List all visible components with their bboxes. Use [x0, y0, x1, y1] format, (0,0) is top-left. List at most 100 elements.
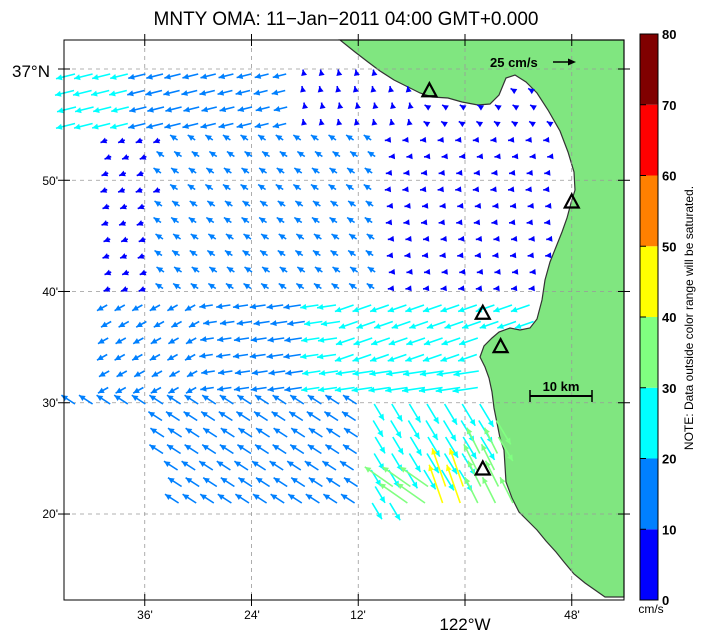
station-station-e-marker: [473, 459, 492, 476]
current-vector-head: [185, 387, 193, 394]
current-vector-head: [424, 268, 431, 275]
current-vector-head: [119, 220, 126, 226]
current-vector-head: [111, 107, 118, 113]
current-vector-head: [119, 170, 126, 177]
current-vector-head: [296, 283, 303, 290]
current-vector-head: [167, 354, 175, 361]
current-vector-head: [57, 107, 64, 114]
current-vector-head: [132, 354, 139, 361]
scale-bar-label: 10 km: [543, 379, 580, 394]
current-vector: [428, 464, 444, 504]
current-vector-head: [459, 104, 467, 111]
current-vector-head: [510, 202, 517, 209]
current-vector-head: [441, 268, 448, 275]
current-vector-head: [297, 151, 304, 158]
current-vector-head: [262, 267, 269, 273]
current-vector-head: [505, 437, 511, 445]
current-vector-head: [353, 339, 361, 346]
current-vector-head: [241, 217, 249, 224]
current-vector-head: [191, 151, 199, 158]
current-vector-head: [249, 303, 257, 310]
colorbar-band: [640, 34, 658, 105]
current-vector-head: [200, 385, 207, 392]
current-vector-head: [336, 69, 343, 77]
current-vector-head: [388, 86, 395, 93]
current-vector-head: [389, 119, 396, 126]
current-vector-head: [370, 356, 377, 362]
current-vector-head: [110, 74, 117, 80]
current-vector-head: [385, 219, 393, 226]
current-vector-head: [103, 286, 111, 292]
current-vector-head: [435, 387, 443, 394]
current-vector-head: [223, 168, 231, 174]
current-vector-head: [346, 135, 353, 141]
current-vector-head: [474, 202, 482, 209]
current-vector-head: [455, 136, 462, 143]
current-vector-head: [543, 136, 550, 143]
current-vector-head: [149, 354, 157, 361]
current-vector-head: [184, 395, 192, 401]
current-vector-head: [332, 267, 340, 273]
current-vector-head: [543, 186, 550, 193]
current-vector-head: [218, 369, 225, 376]
current-vector-head: [452, 451, 459, 458]
current-vector-head: [271, 89, 279, 96]
current-vector-head: [182, 73, 189, 80]
current-vector-head: [273, 105, 281, 112]
current-vector-head: [481, 444, 487, 451]
current-vector-head: [199, 89, 207, 96]
current-vector-head: [183, 411, 191, 418]
current-vector-head: [388, 153, 396, 160]
current-vector-head: [290, 395, 297, 401]
current-vector-head: [201, 106, 209, 113]
current-vector-head: [440, 306, 448, 313]
current-vector-head: [334, 386, 342, 393]
current-vector-head: [114, 395, 121, 401]
current-vector-head: [472, 136, 480, 143]
current-vector-head: [91, 90, 98, 97]
current-vector-head: [134, 371, 141, 377]
current-vector-head: [318, 119, 325, 126]
current-vector-head: [190, 283, 198, 290]
current-vector-head: [122, 154, 129, 160]
current-vector-head: [396, 483, 404, 490]
current-vector-head: [209, 267, 216, 273]
current-vector-head: [491, 169, 498, 176]
current-vector-head: [379, 483, 387, 490]
current-vector-head: [331, 283, 339, 290]
current-vector-head: [386, 252, 394, 259]
current-vector-head: [348, 201, 355, 207]
current-vector-head: [457, 252, 464, 259]
current-vector-head: [348, 250, 355, 257]
current-vector-head: [334, 306, 342, 313]
current-vector-head: [300, 303, 307, 310]
current-vector-head: [479, 323, 487, 329]
current-vector-head: [266, 303, 273, 310]
lon-label-48: 48': [564, 608, 580, 622]
current-vector-head: [240, 135, 248, 141]
current-vector-head: [404, 202, 411, 209]
current-vector-head: [304, 461, 312, 467]
current-vector-head: [219, 444, 227, 451]
current-vector-head: [514, 323, 522, 329]
current-vector-head: [407, 102, 414, 110]
current-vector-head: [205, 184, 212, 191]
current-vector-field: [54, 69, 554, 521]
current-vector-head: [384, 186, 392, 193]
current-vector-head: [377, 430, 383, 437]
current-vector-head: [110, 123, 117, 130]
current-vector-head: [252, 494, 260, 500]
current-vector-head: [114, 305, 122, 311]
current-vector-head: [349, 283, 356, 290]
current-vector-head: [441, 153, 448, 160]
current-vector-head: [164, 494, 172, 500]
current-vector-head: [388, 339, 396, 346]
current-vector-head: [528, 285, 535, 292]
current-vector-head: [219, 106, 227, 113]
lat-label-37n: 37°N: [12, 62, 50, 81]
current-vector-head: [334, 356, 342, 362]
current-vector-head: [301, 386, 308, 393]
current-vector-head: [133, 387, 140, 394]
current-vector-head: [96, 305, 104, 311]
current-vector-head: [330, 201, 338, 207]
